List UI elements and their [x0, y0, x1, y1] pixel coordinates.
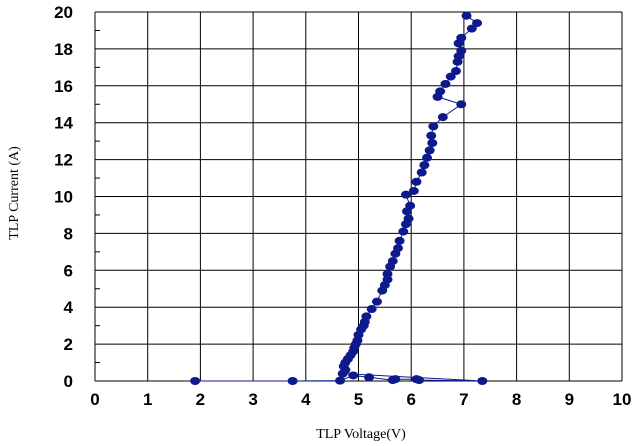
y-tick-label: 2: [64, 335, 73, 354]
data-point: [435, 87, 446, 96]
x-axis-title: TLP Voltage(V): [316, 427, 406, 442]
grid: [94, 11, 623, 382]
y-tick-label: 16: [54, 77, 73, 96]
y-tick-label: 0: [64, 372, 73, 391]
data-point: [287, 377, 298, 385]
data-point: [390, 375, 401, 384]
data-point: [403, 214, 414, 223]
series-line: [195, 15, 483, 382]
y-tick-labels: 0 2 4 6 8 10 12 14 16 18 20: [54, 3, 73, 391]
data-point: [387, 257, 398, 266]
data-point: [414, 376, 425, 385]
data-point: [461, 11, 472, 20]
y-tick-label: 10: [54, 188, 73, 207]
data-point: [382, 269, 393, 278]
data-point: [335, 376, 346, 385]
data-point: [456, 33, 467, 42]
data-point: [371, 297, 382, 306]
x-tick-label: 9: [565, 390, 574, 409]
data-point: [477, 377, 488, 385]
data-point: [411, 177, 422, 186]
data-point: [190, 377, 201, 385]
data-point: [364, 373, 375, 382]
data-point: [400, 190, 411, 199]
data-point: [440, 79, 451, 88]
data-point: [427, 138, 438, 147]
data-point: [426, 131, 437, 140]
data-point: [437, 113, 448, 122]
data-point: [398, 227, 409, 236]
data-point: [445, 72, 456, 81]
data-point: [348, 371, 359, 380]
y-axis-title: TLP Current (A): [7, 146, 22, 240]
y-tick-label: 4: [64, 298, 74, 317]
y-tick-label: 18: [54, 40, 73, 59]
x-tick-label: 1: [143, 390, 152, 409]
data-point: [456, 46, 467, 55]
x-tick-label: 5: [354, 390, 363, 409]
data-point: [456, 100, 467, 109]
y-tick-label: 14: [54, 114, 73, 133]
x-tick-label: 6: [406, 390, 415, 409]
y-tick-label: 8: [64, 224, 73, 243]
x-tick-label: 8: [512, 390, 521, 409]
x-tick-label: 10: [613, 390, 632, 409]
data-point: [393, 244, 404, 253]
data-point: [405, 201, 416, 210]
data-point: [472, 19, 483, 28]
data-point: [419, 161, 430, 170]
data-point: [382, 275, 393, 284]
x-tick-label: 4: [301, 390, 311, 409]
data-point: [366, 305, 377, 314]
data-point: [450, 67, 461, 76]
data-point: [361, 312, 372, 321]
data-point: [428, 122, 439, 131]
y-tick-label: 12: [54, 151, 73, 170]
series-connector-line: [195, 15, 483, 382]
x-tick-labels: 0 1 2 3 4 5 6 7 8 9 10: [90, 390, 631, 409]
data-point: [466, 24, 477, 33]
data-point: [416, 168, 427, 177]
x-tick-label: 0: [90, 390, 99, 409]
y-tick-label: 6: [64, 261, 73, 280]
x-tick-label: 2: [196, 390, 205, 409]
data-point: [424, 146, 435, 155]
series-points: [190, 11, 488, 385]
data-point: [394, 236, 405, 245]
y-tick-label: 20: [54, 3, 73, 22]
data-point: [422, 153, 433, 162]
x-tick-label: 7: [459, 390, 468, 409]
x-tick-label: 3: [248, 390, 257, 409]
data-point: [408, 186, 419, 195]
